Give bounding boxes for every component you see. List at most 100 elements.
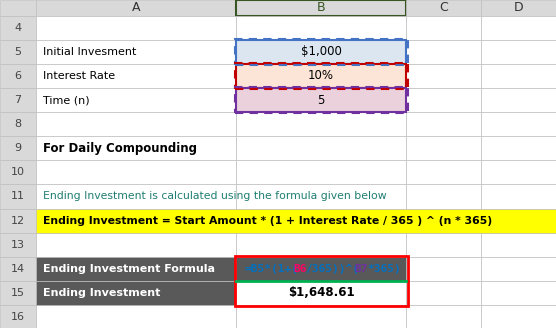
Bar (236, 160, 406, 184)
Bar (481, 281, 556, 305)
Bar (0, 64, 36, 88)
Text: B: B (317, 1, 325, 14)
Bar (406, 112, 481, 136)
Bar (481, 0, 556, 16)
Bar (481, 64, 556, 88)
Bar (481, 112, 556, 136)
Text: $1,648.61: $1,648.61 (288, 286, 354, 299)
Bar (481, 88, 556, 112)
Bar (236, 184, 406, 209)
Text: Interest Rate: Interest Rate (43, 71, 115, 81)
Bar (236, 88, 406, 112)
Bar (406, 64, 481, 88)
Text: 9: 9 (14, 143, 22, 153)
Bar (0, 88, 36, 112)
Bar (36, 233, 236, 257)
Bar (36, 160, 236, 184)
Bar (36, 184, 236, 209)
Text: 15: 15 (11, 288, 25, 298)
Bar (36, 257, 236, 281)
Text: 11: 11 (11, 192, 25, 201)
Text: C: C (439, 1, 448, 14)
Bar (0, 112, 36, 136)
Bar (406, 88, 481, 112)
Text: 13: 13 (11, 240, 25, 250)
Bar (406, 305, 481, 328)
Bar (0, 257, 36, 281)
Bar (36, 281, 236, 305)
Bar (481, 305, 556, 328)
Text: Ending Investment Formula: Ending Investment Formula (43, 264, 215, 274)
Bar (236, 112, 406, 136)
Bar (36, 281, 236, 305)
Bar (236, 40, 406, 64)
Bar (0, 184, 36, 209)
Text: 4: 4 (14, 23, 22, 33)
Text: *365): *365) (367, 264, 401, 274)
Bar (236, 257, 406, 281)
Text: 12: 12 (11, 215, 25, 226)
Bar (406, 16, 481, 40)
Bar (236, 0, 406, 16)
Bar (235, 39, 408, 65)
Text: B7: B7 (355, 264, 368, 274)
Text: 5: 5 (317, 93, 325, 107)
Bar (481, 136, 556, 160)
Text: D: D (514, 1, 523, 14)
Bar (0, 136, 36, 160)
Text: 8: 8 (14, 119, 22, 129)
Bar (236, 136, 406, 160)
Text: Ending Investment is calculated using the formula given below: Ending Investment is calculated using th… (43, 192, 386, 201)
Text: 7: 7 (14, 95, 22, 105)
Bar (0, 16, 36, 40)
Bar (236, 64, 406, 88)
Bar (236, 281, 406, 305)
Bar (236, 209, 406, 233)
Bar (481, 233, 556, 257)
Bar (236, 281, 406, 305)
Bar (36, 40, 236, 64)
Bar (406, 40, 481, 64)
Text: Time (n): Time (n) (43, 95, 90, 105)
Bar (235, 63, 408, 89)
Bar (36, 305, 236, 328)
Text: Initial Invesment: Initial Invesment (43, 47, 136, 57)
Bar (236, 16, 406, 40)
Bar (235, 256, 408, 306)
Bar (236, 88, 406, 112)
Bar (0, 305, 36, 328)
Bar (36, 136, 236, 160)
Bar (0, 281, 36, 305)
Bar (0, 233, 36, 257)
Text: 16: 16 (11, 312, 25, 322)
Bar (36, 16, 236, 40)
Bar (406, 136, 481, 160)
Bar (36, 257, 236, 281)
Bar (406, 160, 481, 184)
Bar (481, 184, 556, 209)
Bar (0, 0, 36, 16)
Text: $1,000: $1,000 (301, 45, 341, 58)
Bar (406, 281, 481, 305)
Text: Ending Investment = Start Amount * (1 + Interest Rate / 365 ) ^ (n * 365): Ending Investment = Start Amount * (1 + … (43, 215, 492, 226)
Bar (0, 40, 36, 64)
Bar (236, 40, 406, 64)
Bar (36, 0, 236, 16)
Bar (481, 16, 556, 40)
Text: For Daily Compounding: For Daily Compounding (43, 142, 197, 155)
Bar (406, 209, 481, 233)
Text: 14: 14 (11, 264, 25, 274)
Bar (406, 233, 481, 257)
Bar (481, 209, 556, 233)
Text: Ending Investment: Ending Investment (43, 288, 160, 298)
Bar (36, 209, 236, 233)
Bar (235, 87, 408, 113)
Bar (481, 160, 556, 184)
Bar (406, 184, 481, 209)
Bar (236, 257, 406, 281)
Text: 10: 10 (11, 167, 25, 177)
Bar (481, 257, 556, 281)
Bar (236, 233, 406, 257)
Text: 6: 6 (14, 71, 22, 81)
Bar (406, 0, 481, 16)
